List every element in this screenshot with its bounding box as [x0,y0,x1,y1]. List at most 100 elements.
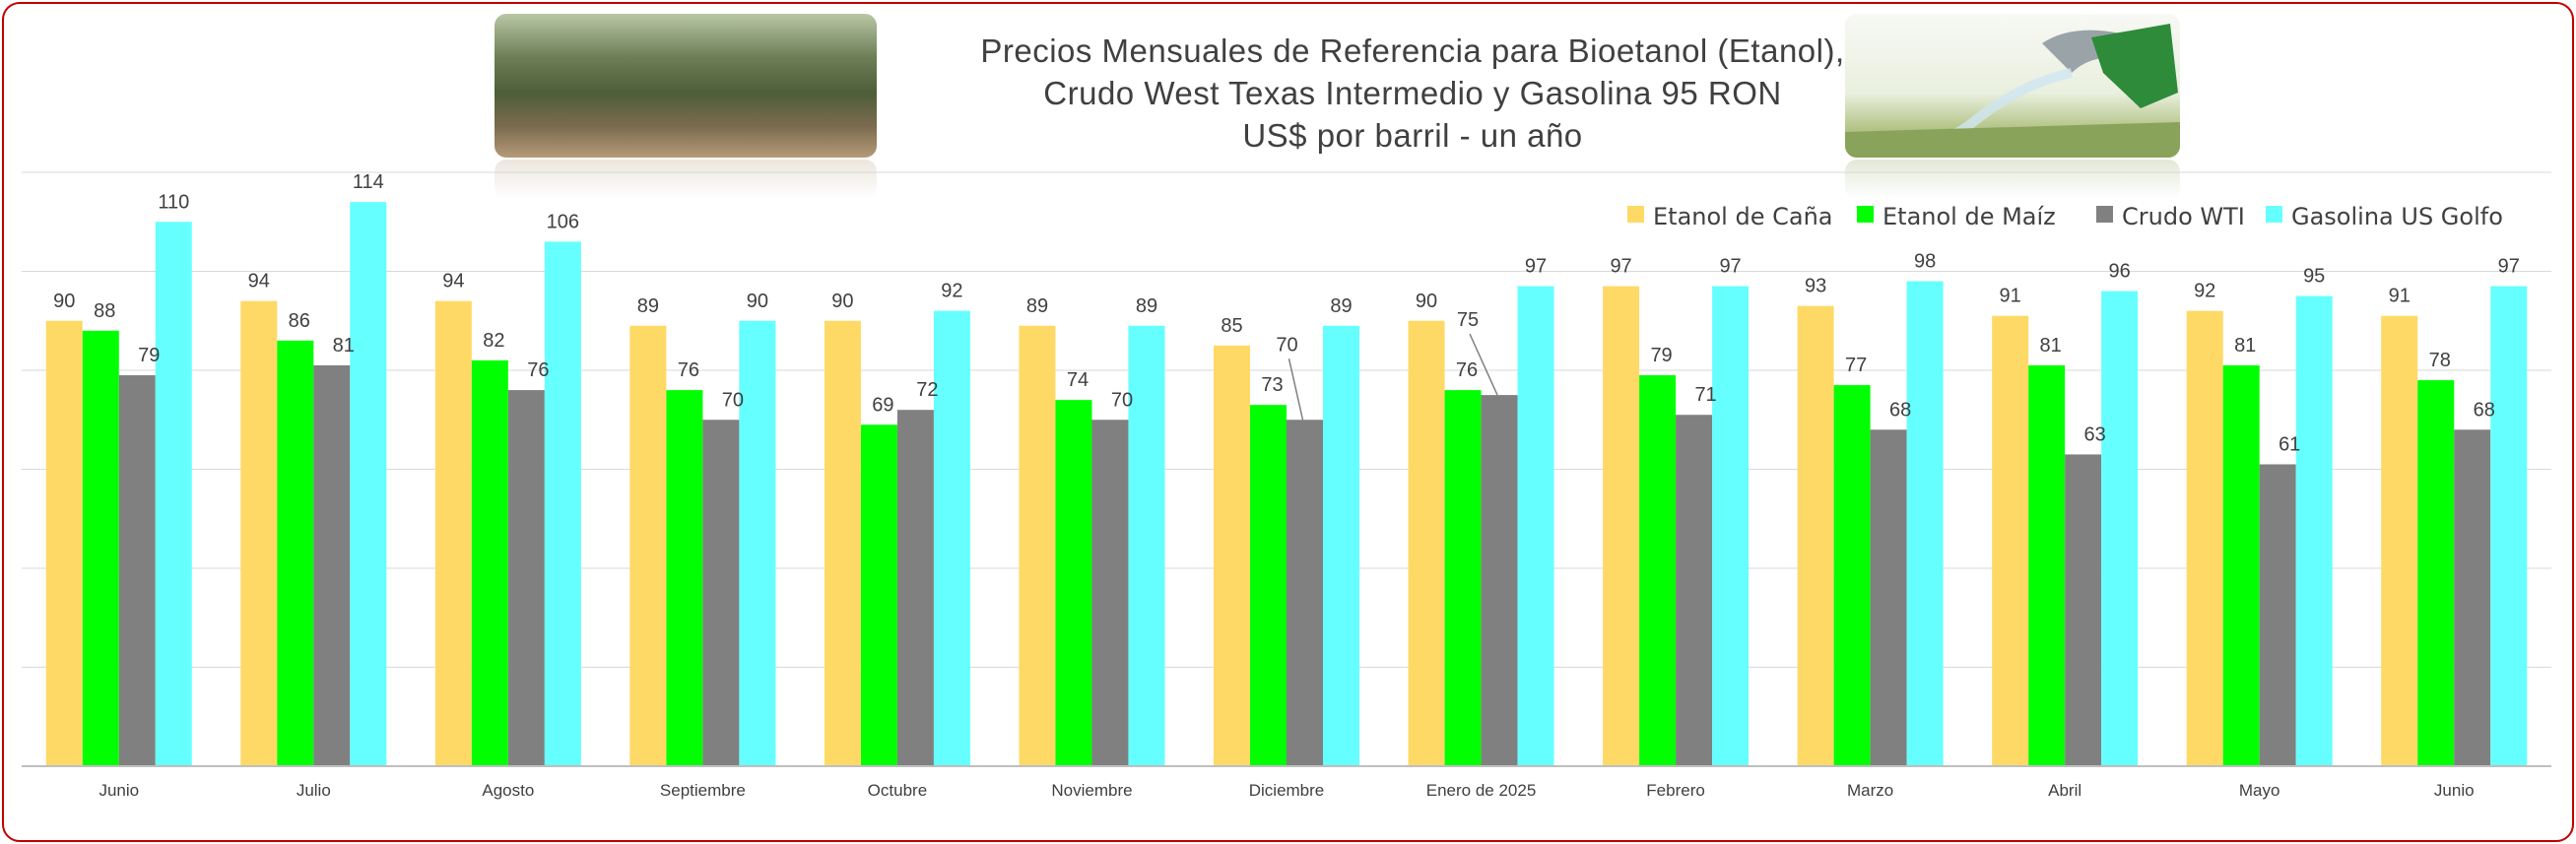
data-label: 74 [1067,369,1089,391]
data-label: 114 [353,171,384,193]
data-label: 89 [637,295,659,317]
bar [1676,415,1713,766]
bar [1408,320,1445,766]
bar [629,325,667,766]
bar [2065,454,2102,766]
data-label: 70 [722,389,744,411]
bars [45,202,2528,767]
bar [45,320,83,766]
data-label: 93 [1805,276,1826,297]
data-label: 97 [1719,256,1741,278]
category-label: Septiembre [660,781,746,800]
title-line-2: Crudo West Texas Intermedio y Gasolina 9… [1043,75,1782,111]
bar [1250,405,1287,766]
data-label: 88 [94,300,115,322]
data-label: 76 [1456,359,1478,381]
data-label: 77 [1845,355,1867,376]
data-label: 86 [289,310,310,332]
data-label: 98 [1914,251,1936,273]
bar [2101,291,2139,766]
bar [2454,429,2491,766]
bar [118,375,156,766]
bar [1712,286,1750,766]
data-label: 97 [2498,256,2520,278]
title-line-3: US$ por barril - un año [1242,117,1583,154]
leader-lines [1288,333,1498,421]
data-label: 96 [2109,261,2131,283]
bar [1444,390,1482,766]
bar [82,330,119,766]
data-label: 81 [2234,335,2256,357]
bar [1091,420,1129,766]
data-label: 89 [1026,295,1048,317]
bar [1019,325,1056,766]
data-label: 89 [1330,295,1352,317]
leader-line [1469,333,1498,396]
data-label: 90 [53,291,75,312]
sugarcane-photo-reflection [495,160,877,199]
bar [1214,345,1250,766]
data-label: 76 [527,359,549,381]
bar [240,300,278,766]
bar [471,359,508,766]
fuel-nozzle-icon [1845,24,2180,158]
category-label: Agosto [482,781,534,800]
data-label: 85 [1221,315,1242,337]
bar [896,410,934,766]
data-label: 92 [2194,281,2215,302]
data-label: 97 [1610,256,1631,278]
chart-title: Precios Mensuales de Referencia para Bio… [871,30,1954,157]
data-label: 92 [941,281,962,302]
legend-label: Etanol de Caña [1653,203,1832,230]
bar [2381,315,2418,766]
data-label: 73 [1261,374,1283,396]
data-label: 63 [2084,423,2106,445]
bar [739,320,776,766]
data-label: 106 [547,211,579,232]
bar [2222,364,2260,766]
category-label: Febrero [1646,781,1705,800]
data-label: 90 [1416,291,1437,312]
bar [1603,286,1640,766]
data-label: 76 [678,359,699,381]
data-label: 68 [2474,399,2495,421]
data-labels: 90 88 79 110 94 86 81 114 94 82 76 106 89 76 70 90 90 69 7… [53,171,2520,455]
bar [2490,286,2528,766]
category-label: Junio [2434,781,2475,800]
bar [1906,281,1944,766]
data-label: 82 [483,330,504,352]
bar [507,390,545,766]
bar [1481,395,1518,766]
bar [1639,375,1677,766]
bar [1287,420,1323,766]
bar [313,364,351,766]
data-label: 91 [2389,286,2411,307]
bar [1128,325,1165,766]
title-line-1: Precios Mensuales de Referencia para Bio… [980,32,1845,69]
fuel-nozzle-reflection [1845,160,2180,199]
data-label: 69 [872,394,893,416]
leader-line [1288,358,1304,421]
category-label: Junio [99,781,139,800]
data-label: 70 [1111,389,1133,411]
category-label: Julio [297,781,331,800]
data-label: 97 [1525,256,1547,278]
bar [2028,364,2066,766]
data-label: 81 [333,335,355,357]
data-label: 94 [442,271,464,292]
bar [702,420,740,766]
data-label: 61 [2279,433,2300,455]
bar [1870,429,1907,766]
data-label: 90 [747,291,768,312]
bar [933,310,970,766]
category-label: Abril [2048,781,2081,800]
sugarcane-photo [495,14,877,158]
bar [2259,464,2296,766]
bar [2295,295,2333,766]
legend-swatch [2266,206,2282,223]
category-label: Mayo [2239,781,2280,800]
data-label: 71 [1694,384,1716,406]
bar [350,202,387,766]
legend-swatch [2096,206,2113,223]
